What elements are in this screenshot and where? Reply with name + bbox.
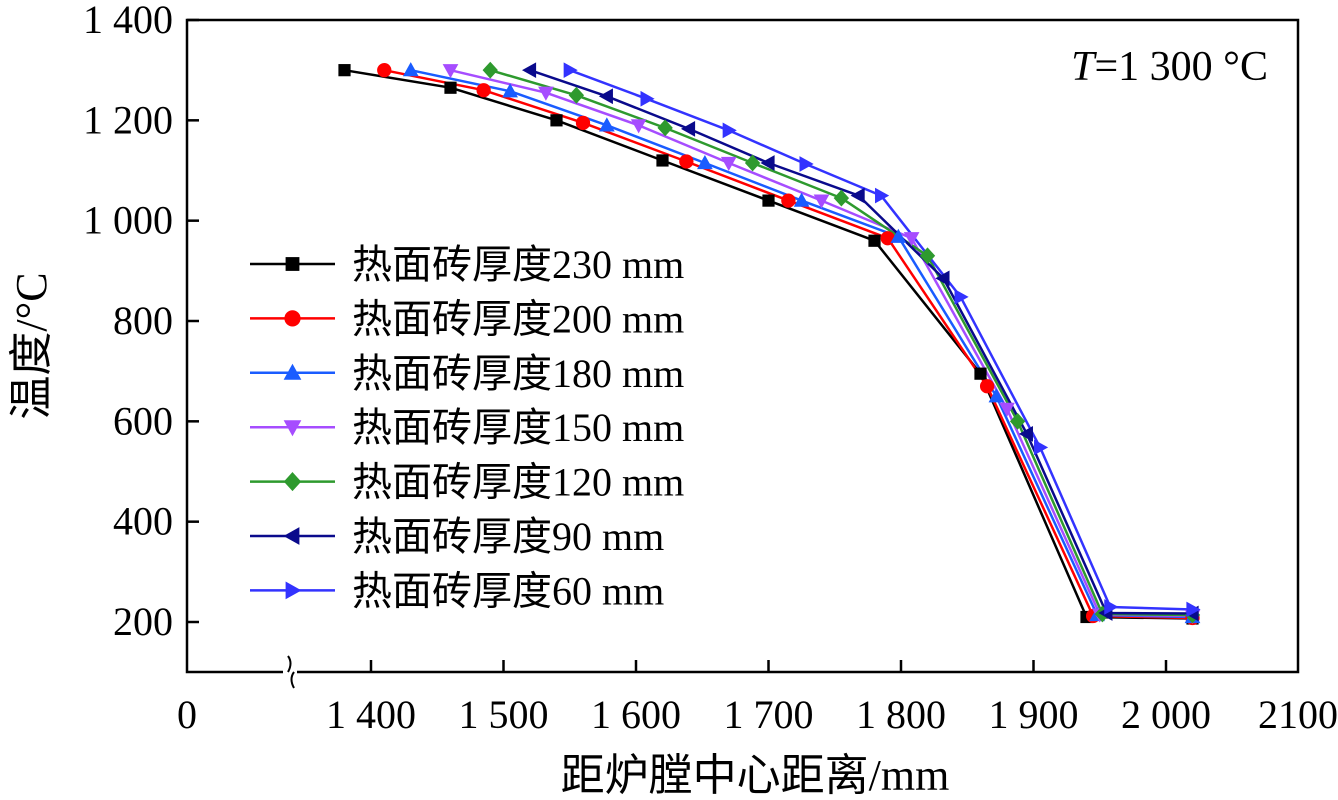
- x-tick-label-zero: 0: [177, 692, 197, 737]
- data-point: [1034, 439, 1049, 456]
- data-point: [813, 194, 830, 209]
- data-point: [1018, 426, 1033, 442]
- data-point: [476, 83, 491, 98]
- legend-marker: [284, 310, 301, 327]
- data-point: [640, 90, 655, 107]
- y-tick-label: 800: [113, 298, 173, 343]
- series-markers: [338, 61, 1201, 626]
- legend-marker: [283, 472, 302, 492]
- data-point: [999, 402, 1015, 417]
- data-point: [833, 189, 850, 207]
- data-point: [880, 231, 895, 246]
- y-tick-label: 600: [113, 398, 173, 443]
- data-point: [568, 86, 585, 104]
- plot-frame: [185, 18, 1300, 674]
- x-axis-title: 距炉膛中心距离/mm: [561, 751, 950, 800]
- legend-marker: [285, 581, 302, 600]
- x-tick-label: 1 700: [724, 692, 814, 737]
- legend-label: 热面砖厚度90 mm: [352, 514, 664, 559]
- data-point: [521, 62, 537, 79]
- x-tick-label: 2100: [1258, 692, 1338, 737]
- x-tick-label: 1 600: [591, 692, 681, 737]
- data-point: [1186, 601, 1201, 618]
- data-point: [988, 388, 1005, 403]
- data-point: [402, 62, 419, 77]
- y-axis-ticks: 200 400 600 800 1 000 1 200 1 400: [83, 0, 199, 644]
- data-point: [630, 119, 647, 134]
- legend-label: 热面砖厚度200 mm: [352, 296, 684, 341]
- data-point: [974, 367, 987, 380]
- legend-label: 热面砖厚度150 mm: [352, 405, 684, 450]
- data-point: [697, 154, 713, 170]
- data-point: [599, 117, 615, 132]
- y-tick-label: 200: [113, 599, 173, 644]
- data-point: [442, 64, 459, 79]
- data-point: [793, 192, 810, 207]
- axis-break-line: [290, 671, 295, 689]
- data-point: [444, 81, 457, 94]
- data-point: [502, 83, 518, 98]
- data-point: [550, 114, 563, 127]
- data-point: [903, 232, 920, 247]
- data-point: [598, 88, 613, 105]
- x-tick-label: 1 900: [989, 692, 1079, 737]
- x-axis-ticks: 1 400 1 500 1 600 1 700 1 800 1 900 2 000 2100 0: [177, 660, 1338, 737]
- axis-break-gap: [283, 658, 297, 686]
- data-point: [1009, 412, 1026, 430]
- data-point: [935, 270, 950, 287]
- data-point: [890, 228, 907, 243]
- data-point: [762, 194, 775, 207]
- data-point: [482, 61, 498, 79]
- data-point: [850, 187, 865, 204]
- data-point: [919, 247, 936, 265]
- data-point: [799, 156, 814, 172]
- data-point: [720, 156, 737, 172]
- legend: 热面砖厚度230 mm 热面砖厚度200 mm 热面砖厚度180 mm 热面砖厚度15…: [250, 242, 684, 613]
- data-point: [575, 115, 591, 130]
- data-point: [680, 121, 696, 137]
- data-point: [760, 155, 775, 171]
- legend-label: 热面砖厚度60 mm: [352, 568, 664, 613]
- x-tick-label: 1 500: [459, 692, 549, 737]
- axis-break-line: [287, 655, 292, 673]
- data-point: [338, 64, 351, 77]
- data-point: [538, 86, 554, 101]
- data-point: [875, 187, 890, 204]
- x-axis-break-mark: [283, 655, 297, 689]
- legend-marker: [283, 420, 302, 437]
- y-tick-label: 400: [113, 499, 173, 544]
- data-point: [954, 289, 969, 305]
- y-axis-title: 温度/°C: [7, 272, 56, 419]
- legend-label: 热面砖厚度180 mm: [352, 351, 684, 396]
- data-point: [377, 63, 392, 78]
- legend-marker: [283, 527, 300, 545]
- data-point: [563, 62, 578, 79]
- data-point: [722, 122, 737, 139]
- x-tick-label: 1 400: [326, 692, 416, 737]
- legend-marker: [285, 257, 300, 271]
- data-point: [979, 379, 995, 394]
- data-point: [1104, 599, 1119, 615]
- temperature-annotation: T=1 300 °C: [1071, 44, 1268, 90]
- y-tick-label: 1 000: [83, 198, 173, 243]
- y-tick-label: 1 400: [83, 0, 173, 42]
- legend-label: 热面砖厚度120 mm: [352, 460, 684, 505]
- y-tick-label: 1 200: [83, 97, 173, 142]
- x-tick-label: 2 000: [1121, 692, 1211, 737]
- legend-marker: [283, 363, 302, 380]
- data-point: [868, 234, 881, 247]
- data-point: [656, 154, 669, 167]
- data-point: [744, 154, 761, 172]
- data-point: [781, 193, 796, 208]
- x-tick-label: 1 800: [856, 692, 946, 737]
- data-point: [679, 154, 694, 169]
- data-point: [657, 119, 673, 137]
- legend-label: 热面砖厚度230 mm: [352, 242, 684, 287]
